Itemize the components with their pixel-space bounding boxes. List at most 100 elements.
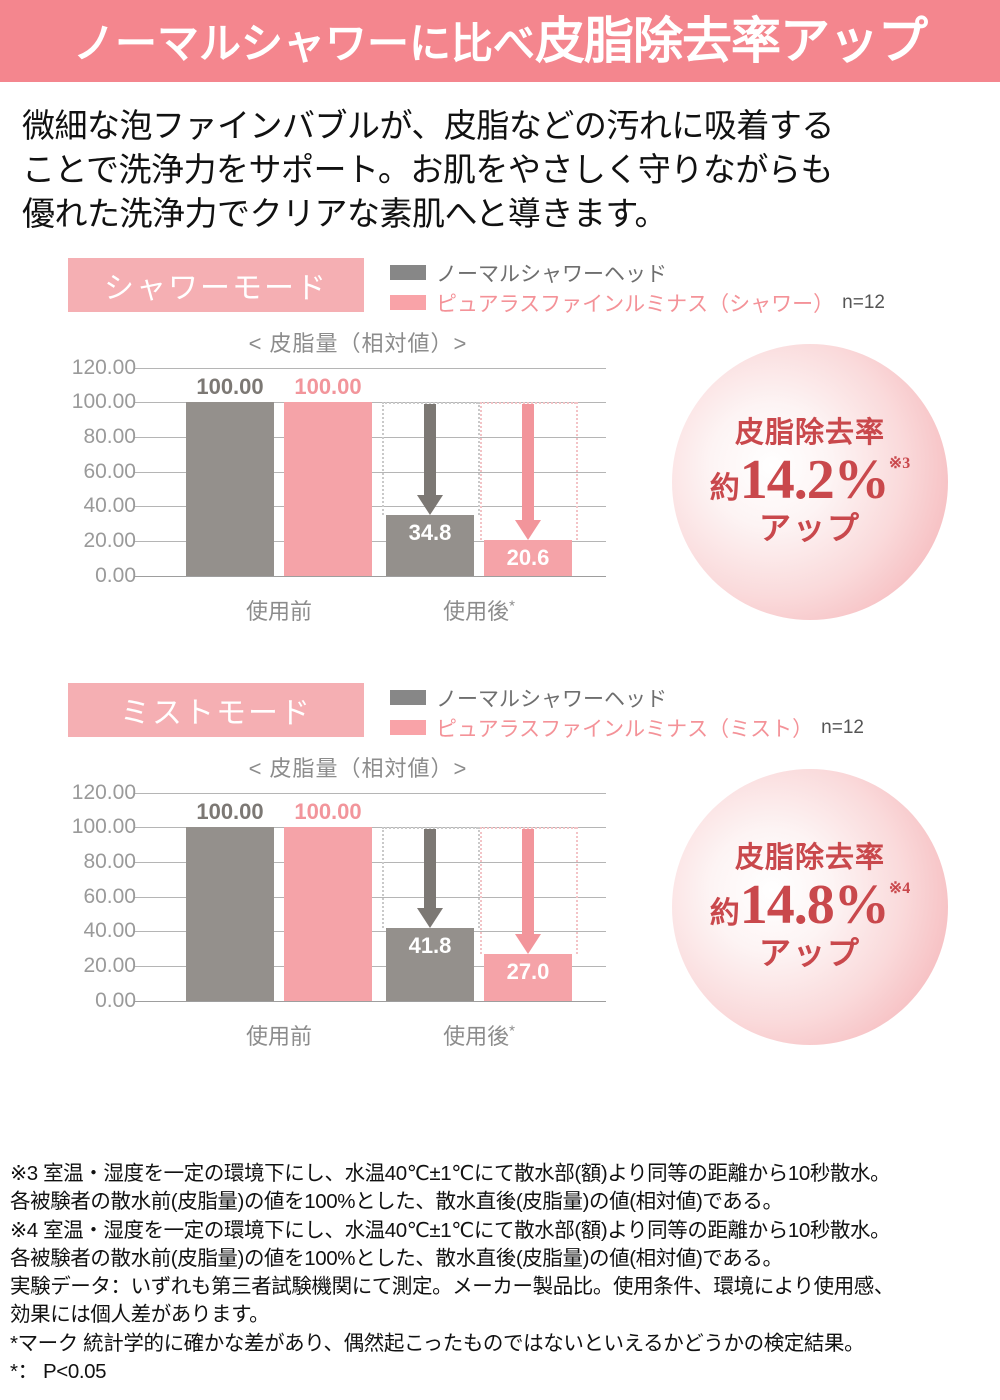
mode-header-shower: シャワーモード ノーマルシャワーヘッド ピュアラスファインルミナス（シャワー） …: [68, 257, 1000, 320]
badge-footnote-mark: ※3: [888, 455, 911, 473]
footnotes: ※3 室温・湿度を一定の環境下にし、水温40℃±1℃にて散水部(額)より同等の距…: [10, 1160, 995, 1386]
xtick-label-before: 使用前: [245, 1023, 312, 1049]
mode-badge-mist: ミストモード: [68, 682, 364, 737]
badge-subtitle: アップ: [758, 510, 861, 547]
legend-item-normal-shower-head: ノーマルシャワーヘッド: [390, 685, 864, 711]
lead-paragraph: 微細な泡ファインバブルが、皮脂などの汚れに吸着する ことで洗浄力をサポート。お肌…: [22, 104, 978, 236]
footnote-line-7: *マーク 統計学的に確かな差があり、偶然起こったものではないといえるかどうかの検…: [10, 1331, 865, 1355]
legend-sample-size: n=12: [821, 716, 864, 738]
legend-item-normal-shower-head: ノーマルシャワーヘッド: [390, 260, 885, 286]
badge-circle-mist: 皮脂除去率 約 14.8% ※4 アップ: [672, 768, 948, 1045]
lead-line-2: ことで洗浄力をサポート。お肌をやさしく守りながらも: [22, 150, 833, 188]
ytick-label-60: 60.00: [83, 884, 136, 908]
lead-line-3: 優れた洗浄力でクリアな素肌へと導きます。: [22, 194, 668, 232]
badge-approx: 約: [709, 897, 740, 931]
dotted-guide-top-gray: [382, 827, 478, 830]
header-banner: ノーマルシャワーに比べ皮脂除去率アップ: [0, 0, 1000, 82]
footnote-line-1: ※3 室温・湿度を一定の環境下にし、水温40℃±1℃にて散水部(額)より同等の距…: [10, 1162, 891, 1185]
ytick-label-100: 100.00: [71, 815, 136, 839]
legend-item-pure-lus-fine-luminous: ピュアラスファインルミナス（ミスト） n=12: [390, 715, 864, 741]
legend-label-gray: ノーマルシャワーヘッド: [436, 687, 667, 711]
bar-label-before-pink: 100.00: [294, 798, 362, 824]
lead-line-1: 微細な泡ファインバブルが、皮脂などの汚れに吸着する: [22, 107, 834, 144]
dotted-guide-top-pink: [480, 402, 576, 405]
xtick-label-after: 使用後*: [443, 1022, 515, 1049]
footnote-line-3: ※4 室温・湿度を一定の環境下にし、水温40℃±1℃にて散水部(額)より同等の距…: [10, 1218, 891, 1242]
dotted-guide-top-pink: [480, 827, 576, 830]
legend-label-pink: ピュアラスファインルミナス（ミスト）: [436, 717, 814, 741]
bar-before-gray: [186, 827, 274, 1001]
legend-swatch-gray-icon: [390, 265, 426, 281]
mode-header-mist: ミストモード ノーマルシャワーヘッド ピュアラスファインルミナス（ミスト） n=…: [68, 682, 1000, 745]
legend-item-pure-lus-fine-luminous: ピュアラスファインルミナス（シャワー） n=12: [390, 290, 885, 316]
bar-before-pink: [284, 827, 372, 1001]
bar-after-pink: [484, 953, 572, 1001]
gridline-0: [134, 1000, 606, 1002]
chart-legend-shower: ノーマルシャワーヘッド ピュアラスファインルミナス（シャワー） n=12: [390, 258, 885, 320]
badge-approx: 約: [709, 472, 740, 506]
bar-label-before-gray: 100.00: [196, 373, 264, 399]
legend-sample-size: n=12: [842, 291, 885, 313]
dotted-guide-left-pink: [480, 827, 482, 954]
gridline-120: [134, 367, 606, 369]
footnote-line-4: 各被験者の散水前(皮脂量)の値を100%とした、散水直後(皮脂量)の値(相対値)…: [10, 1246, 783, 1270]
ytick-label-0: 0.00: [95, 988, 136, 1012]
ytick-label-40: 40.00: [83, 494, 136, 518]
banner-title-emphasis: 皮脂除去率アップ: [535, 13, 928, 69]
gridline-120: [134, 792, 606, 794]
ytick-label-60: 60.00: [83, 459, 136, 483]
footnote-line-6: 効果には個人差があります。: [10, 1303, 270, 1327]
page-title: ノーマルシャワーに比べ皮脂除去率アップ: [72, 13, 928, 69]
dotted-guide-top-gray: [382, 402, 478, 405]
chart-title: < 皮脂量（相対値）>: [248, 330, 468, 356]
dotted-guide-right-pink: [576, 402, 578, 540]
dotted-guide-left-gray: [382, 402, 384, 516]
gridline-0: [134, 575, 606, 577]
ytick-label-80: 80.00: [83, 849, 136, 873]
dotted-guide-right-pink: [576, 827, 578, 954]
dotted-guide-right-gray: [478, 827, 480, 929]
chart-title: < 皮脂量（相対値）>: [248, 755, 468, 781]
ytick-label-80: 80.00: [83, 424, 136, 448]
ytick-label-100: 100.00: [71, 390, 136, 414]
bar-before-gray: [186, 402, 274, 576]
xtick-label-after: 使用後*: [443, 597, 515, 624]
ytick-label-120: 120.00: [71, 355, 136, 379]
ytick-label-120: 120.00: [71, 780, 136, 804]
bar-after-gray: [386, 928, 474, 1001]
bar-label-after-pink: 27.0: [506, 958, 550, 984]
ytick-label-0: 0.00: [95, 563, 136, 587]
down-arrow-gray-icon: [417, 828, 443, 929]
legend-swatch-pink-icon: [390, 295, 426, 311]
banner-title-prefix: ノーマルシャワーに比べ: [72, 20, 535, 67]
legend-swatch-pink-icon: [390, 720, 426, 736]
badge-title: 皮脂除去率: [734, 417, 885, 450]
badge-footnote-mark: ※4: [888, 880, 911, 898]
mode-badge-label: ミストモード: [120, 696, 312, 730]
dotted-guide-right-gray: [478, 402, 480, 516]
chart-legend-mist: ノーマルシャワーヘッド ピュアラスファインルミナス（ミスト） n=12: [390, 683, 864, 745]
badge-value-row: 約 14.2% ※3: [710, 452, 910, 508]
badge-number: 14.8%: [739, 874, 890, 937]
ytick-label-20: 20.00: [83, 528, 136, 552]
badge-circle-shower: 皮脂除去率 約 14.2% ※3 アップ: [672, 343, 948, 620]
bar-label-after-gray: 34.8: [408, 519, 452, 545]
dotted-guide-left-pink: [480, 402, 482, 540]
chart-shower-mode: < 皮脂量（相対値）> 120.00 100.00 80.00 60.00 40…: [0, 326, 1000, 661]
chart-mist-mode: < 皮脂量（相対値）> 120.00 100.00 80.00 60.00 40…: [0, 751, 1000, 1086]
bar-label-before-pink: 100.00: [294, 373, 362, 399]
bar-label-before-gray: 100.00: [196, 798, 264, 824]
badge-subtitle: アップ: [758, 935, 861, 972]
down-arrow-pink-icon: [515, 828, 541, 954]
footnote-line-5: 実験データ：いずれも第三者試験機関にて測定。メーカー製品比。使用条件、環境により…: [10, 1275, 894, 1299]
footnote-line-2: 各被験者の散水前(皮脂量)の値を100%とした、散水直後(皮脂量)の値(相対値)…: [10, 1190, 783, 1214]
legend-label-gray: ノーマルシャワーヘッド: [436, 262, 667, 286]
legend-swatch-gray-icon: [390, 690, 426, 706]
chart-plot-area: 120.00 100.00 80.00 60.00 40.00 20.00 0.…: [72, 356, 606, 624]
bar-before-pink: [284, 402, 372, 576]
badge-value-row: 約 14.8% ※4: [710, 877, 910, 933]
mode-badge-shower: シャワーモード: [68, 257, 364, 312]
down-arrow-pink-icon: [515, 403, 541, 540]
badge-title: 皮脂除去率: [734, 842, 885, 875]
ytick-label-20: 20.00: [83, 953, 136, 977]
